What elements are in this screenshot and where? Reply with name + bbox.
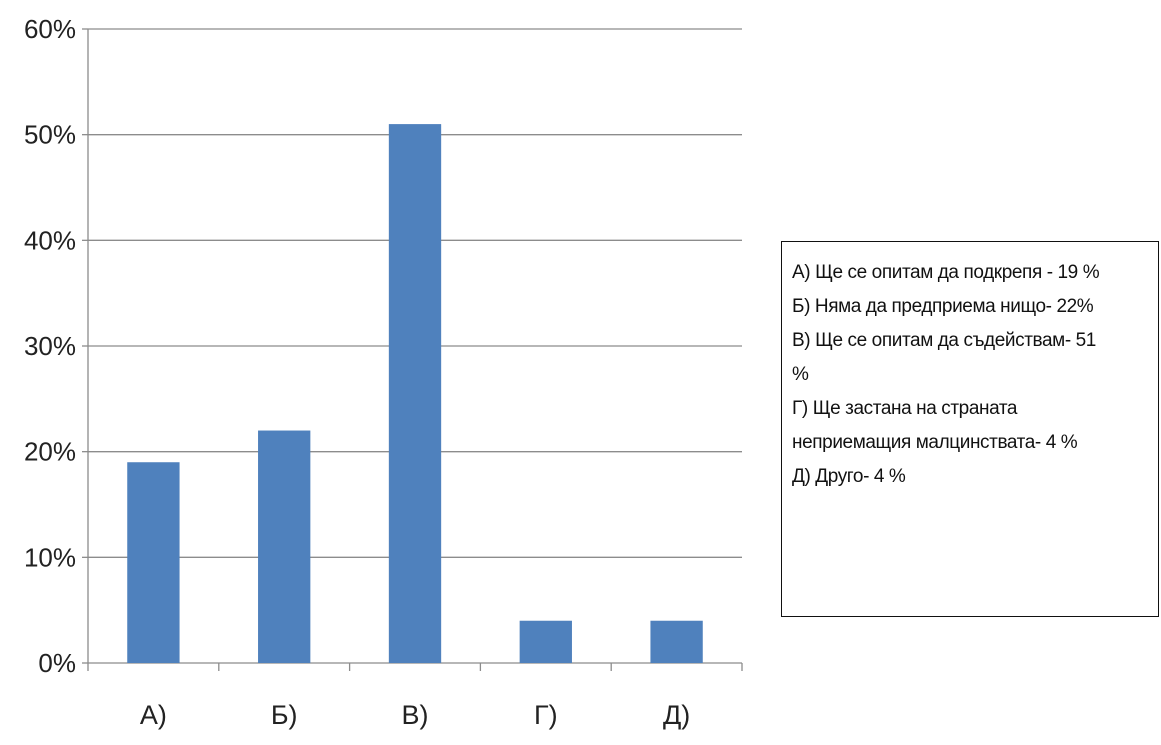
x-tick-labels: А) Б) В) Г) Д) [140, 700, 690, 730]
y-tick-label: 30% [24, 331, 76, 361]
y-tick-label: 0% [38, 648, 76, 678]
bars [127, 124, 703, 664]
x-tick-label: Б) [271, 700, 298, 730]
x-tick-label: В) [402, 700, 429, 730]
y-tick-labels: 0% 10% 20% 30% 40% 50% 60% [24, 14, 76, 678]
legend-entry-v-cont: % [792, 364, 809, 385]
legend-entry-g: Г) Ще застана на страната [792, 398, 1018, 419]
y-tick-label: 20% [24, 437, 76, 467]
y-tick-label: 10% [24, 542, 76, 572]
bar [258, 430, 311, 663]
legend-entry-b: Б) Няма да предприема нищо- 22% [792, 296, 1094, 317]
bar-chart: 0% 10% 20% 30% 40% 50% 60% А) Б) В) Г) Д) [24, 14, 743, 730]
x-tick-label: А) [140, 700, 167, 730]
y-tick-label: 50% [24, 120, 76, 150]
legend-box: А) Ще се опитам да подкрепя - 19 % Б) Ня… [781, 241, 1159, 617]
legend-entry-g-cont: неприемащия малцинствата- 4 % [792, 432, 1078, 453]
x-tick-label: Д) [663, 700, 690, 730]
legend-entry-v: В) Ще се опитам да съдействам- 51 [792, 330, 1096, 351]
y-tick-label: 60% [24, 14, 76, 44]
y-tick-label: 40% [24, 225, 76, 255]
bar [388, 124, 442, 664]
bar [519, 620, 572, 663]
x-tick-label: Г) [534, 700, 558, 730]
legend-entry-d: Д) Друго- 4 % [792, 466, 906, 487]
legend-entry-a: А) Ще се опитам да подкрепя - 19 % [792, 262, 1100, 283]
bar [650, 620, 703, 663]
bar [127, 462, 180, 663]
